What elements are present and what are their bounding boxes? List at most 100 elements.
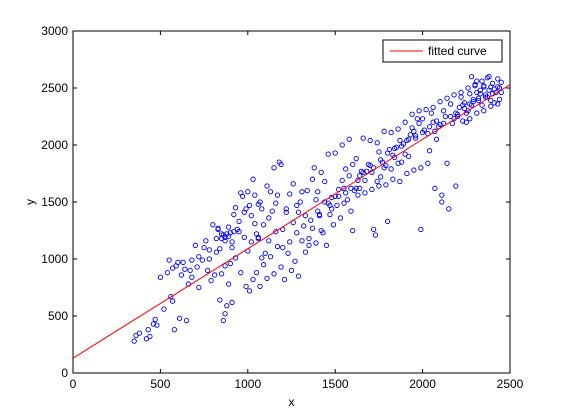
- data-point: [362, 177, 368, 183]
- data-point: [381, 128, 387, 134]
- data-point: [243, 283, 249, 290]
- data-point: [273, 228, 279, 235]
- data-point: [211, 272, 218, 278]
- data-point: [231, 211, 237, 218]
- data-point: [309, 225, 316, 231]
- data-point: [341, 200, 347, 206]
- data-point: [355, 177, 361, 183]
- data-point: [344, 197, 351, 203]
- data-point: [313, 240, 319, 246]
- axis-ticks: 0 500 1000 1500 2000 2500 0 500 1000 1500 2000 2500…: [41, 24, 523, 391]
- data-point: [250, 176, 256, 182]
- data-point: [192, 242, 199, 248]
- data-point: [468, 73, 475, 80]
- data-point: [220, 317, 226, 324]
- data-point: [267, 189, 274, 195]
- data-point: [189, 274, 195, 280]
- data-point: [238, 270, 244, 276]
- data-point: [437, 99, 443, 105]
- data-point: [416, 108, 422, 114]
- data-point: [477, 91, 483, 97]
- x-tick-label: 1500: [322, 377, 349, 391]
- data-point: [259, 206, 265, 212]
- data-point: [381, 165, 387, 171]
- data-point: [463, 119, 469, 125]
- y-axis-label: y: [23, 199, 37, 205]
- data-point: [460, 118, 466, 124]
- data-point: [395, 126, 401, 132]
- data-point: [442, 113, 448, 120]
- data-point: [308, 217, 314, 223]
- data-point: [183, 317, 190, 324]
- data-point: [145, 327, 151, 333]
- data-point: [273, 200, 279, 206]
- data-point: [330, 222, 337, 228]
- y-tick-label: 0: [61, 366, 68, 380]
- data-point: [491, 100, 497, 106]
- data-point: [322, 178, 328, 185]
- data-point: [196, 284, 202, 291]
- data-point: [398, 143, 405, 149]
- data-point: [397, 178, 403, 185]
- legend: fitted curve: [382, 39, 503, 63]
- data-point: [294, 202, 300, 209]
- data-point: [376, 183, 382, 189]
- data-point: [447, 113, 454, 120]
- data-point: [274, 243, 281, 250]
- data-point: [357, 185, 363, 191]
- data-point: [346, 136, 352, 142]
- data-point: [439, 192, 445, 198]
- data-point: [152, 316, 158, 323]
- data-point: [294, 230, 300, 236]
- data-point: [306, 235, 312, 242]
- data-point: [447, 101, 454, 107]
- data-point: [222, 238, 228, 244]
- data-point: [451, 92, 457, 98]
- data-point: [287, 191, 293, 197]
- data-point: [433, 118, 440, 124]
- plot-area: [72, 30, 511, 374]
- data-point: [255, 234, 261, 240]
- data-point: [388, 166, 394, 172]
- data-point: [150, 321, 157, 327]
- data-point: [171, 327, 178, 333]
- data-point: [229, 244, 235, 251]
- data-point: [187, 267, 193, 274]
- data-point: [496, 96, 503, 103]
- data-point: [260, 222, 267, 228]
- data-point: [267, 254, 274, 260]
- data-point: [409, 111, 415, 117]
- data-point: [232, 205, 239, 211]
- data-point: [239, 193, 246, 199]
- data-point: [426, 124, 433, 130]
- data-point: [313, 197, 319, 203]
- data-point: [425, 160, 431, 166]
- data-point: [461, 105, 468, 112]
- data-point: [372, 232, 379, 238]
- data-point: [178, 272, 185, 278]
- data-point: [266, 215, 272, 221]
- data-point: [467, 116, 473, 122]
- data-point: [323, 242, 330, 248]
- data-point: [227, 260, 233, 267]
- data-point: [276, 159, 282, 165]
- data-point: [419, 129, 426, 136]
- data-point: [327, 211, 333, 218]
- data-point: [231, 228, 237, 235]
- data-point: [369, 186, 375, 193]
- legend-box: [382, 39, 503, 63]
- data-point: [337, 215, 344, 221]
- data-point: [252, 221, 258, 227]
- data-point: [327, 202, 333, 209]
- data-point: [208, 278, 214, 284]
- data-point: [274, 192, 281, 198]
- data-point: [225, 281, 232, 287]
- data-point: [402, 119, 408, 125]
- data-point: [398, 159, 405, 165]
- data-point: [280, 244, 286, 251]
- data-point: [199, 257, 206, 263]
- data-point: [498, 79, 504, 85]
- data-point: [474, 89, 480, 96]
- data-point: [325, 151, 331, 157]
- data-point: [255, 201, 261, 207]
